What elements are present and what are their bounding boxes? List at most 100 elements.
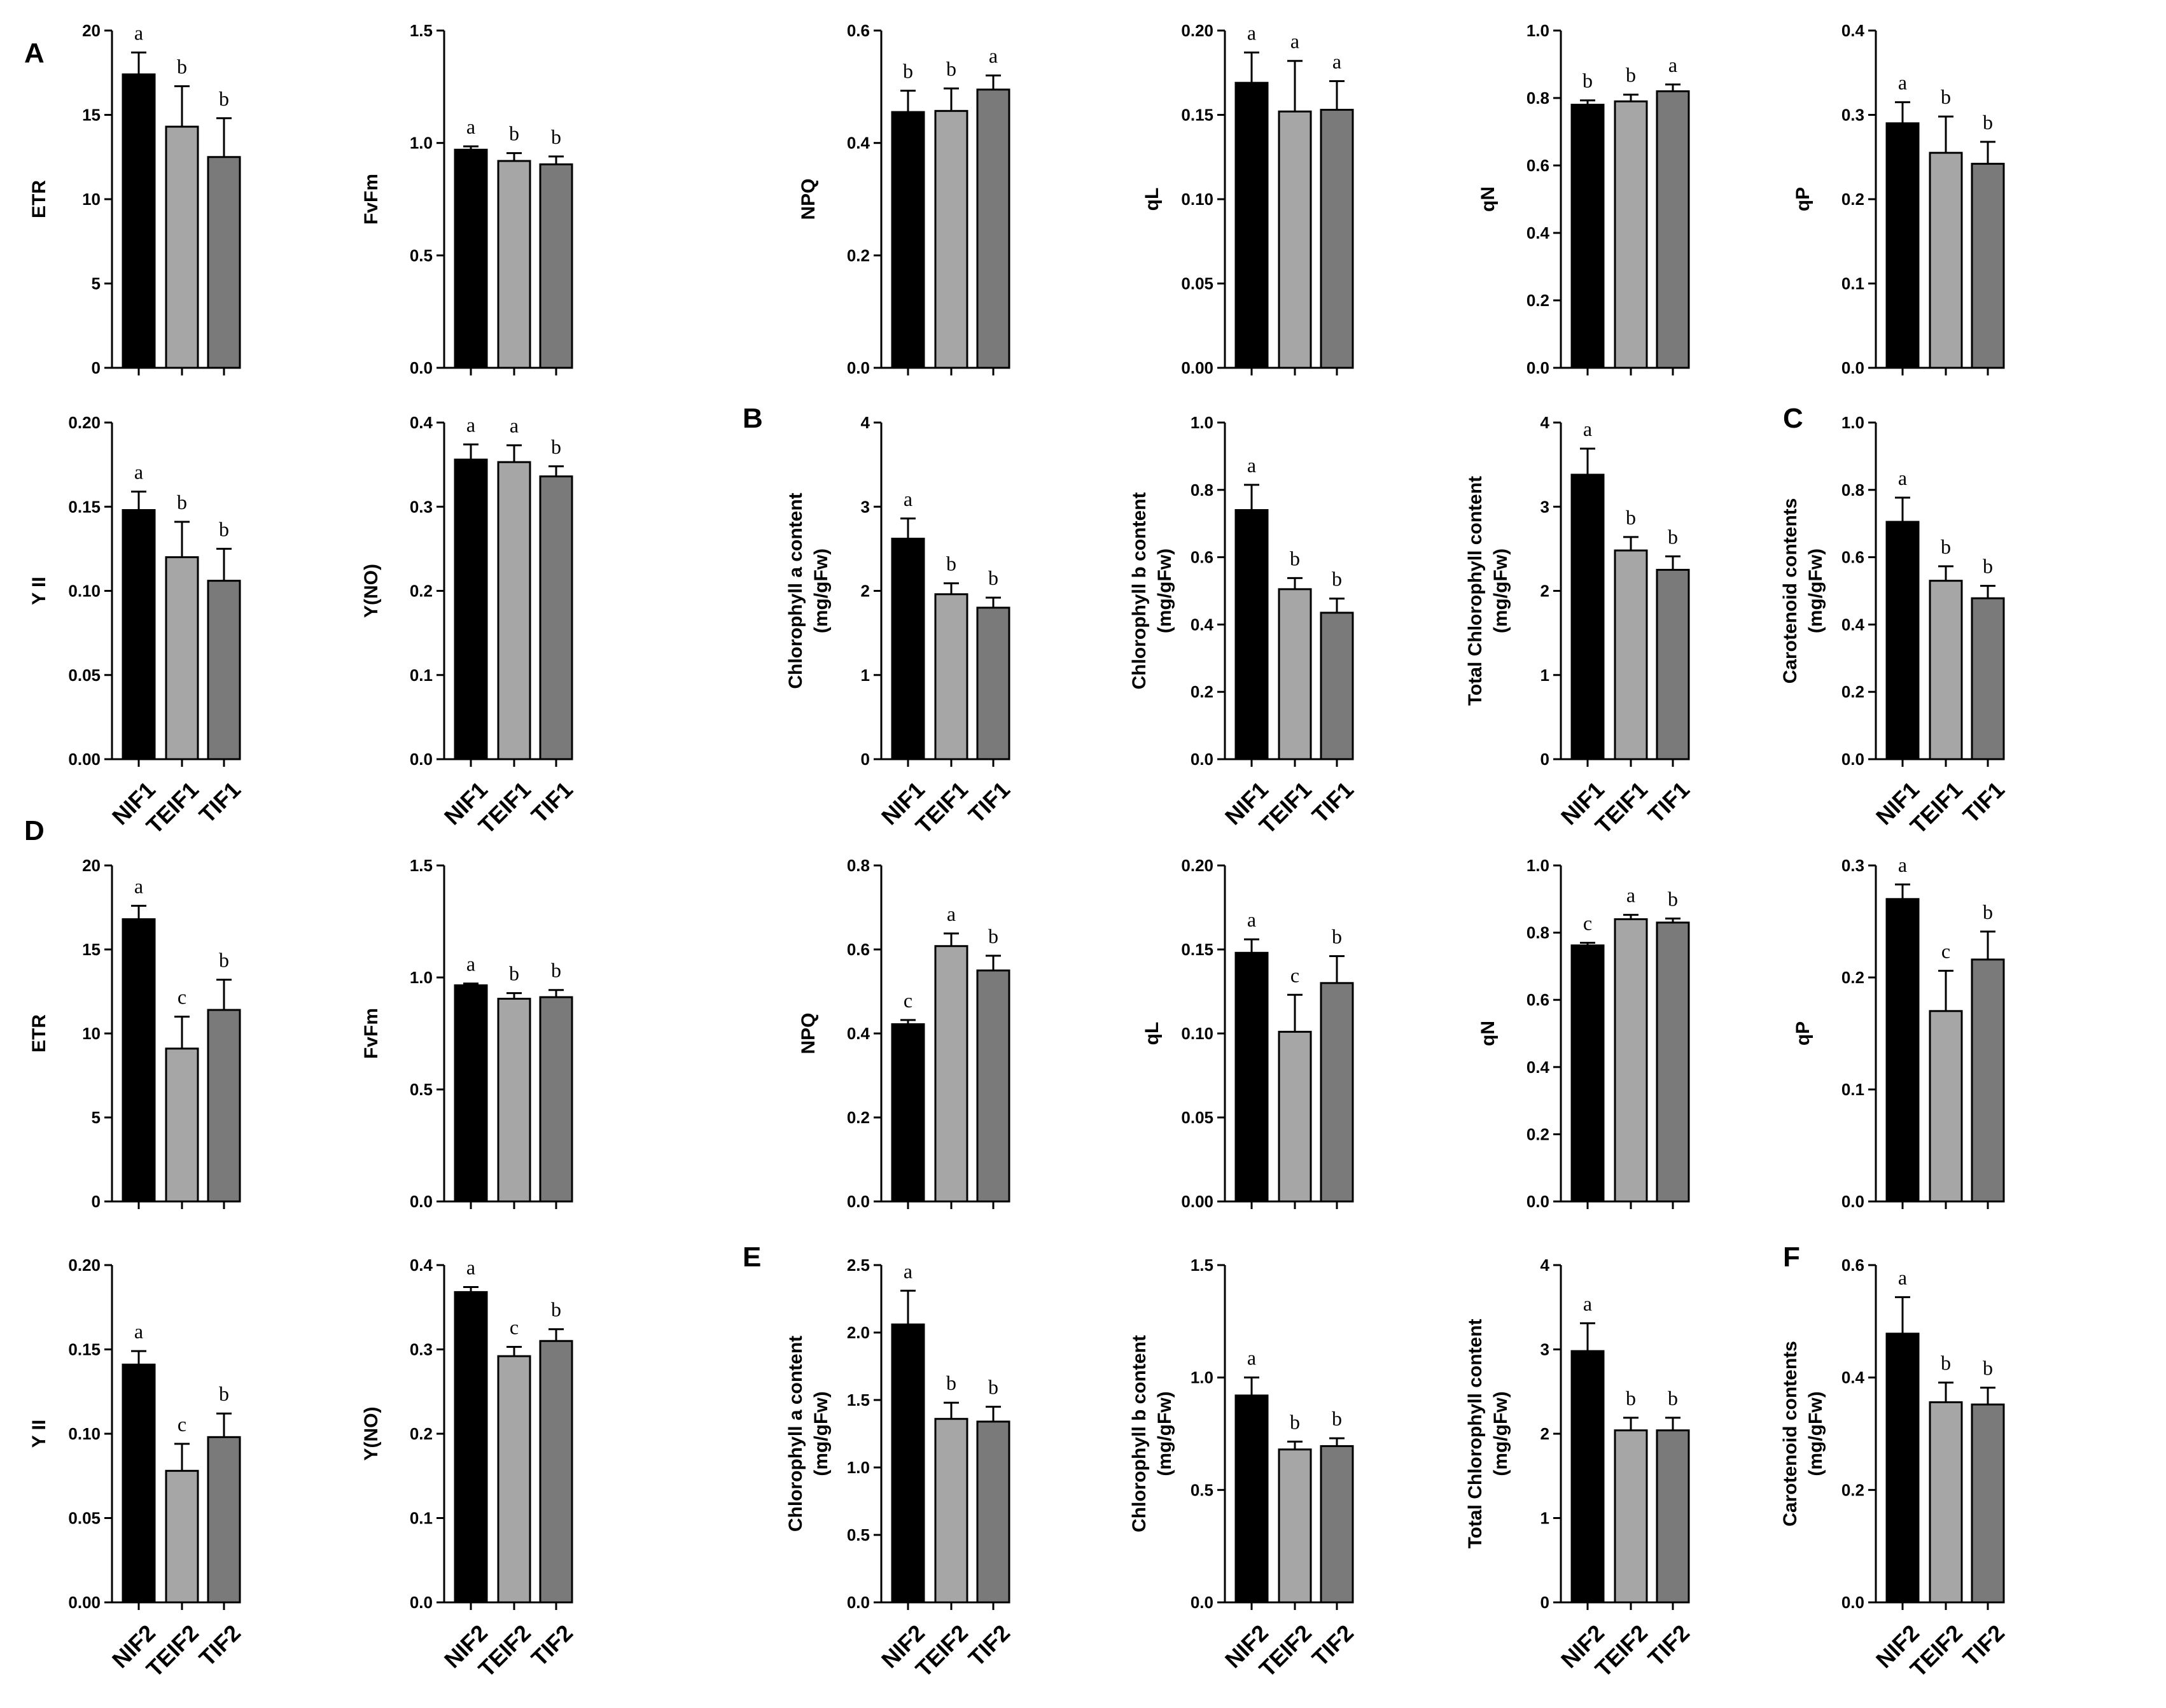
bar xyxy=(891,538,925,760)
y-axis-label: Y II xyxy=(29,1420,50,1448)
y-tick-label: 2 xyxy=(1541,1424,1549,1443)
bar xyxy=(1234,951,1269,1203)
y-tick-label: 0.4 xyxy=(1527,1058,1550,1077)
chart-3: 0.0 0.2 0.4 0.6 NPQ b b a xyxy=(798,21,1010,377)
chart-13: 0 5 10 15 20 ETR a c b xyxy=(29,856,241,1211)
y-tick-label: 0.8 xyxy=(1527,923,1549,942)
significance-letter: a xyxy=(904,1259,912,1282)
bar xyxy=(1614,918,1648,1203)
y-axis-label: (mg/gFw) xyxy=(1805,549,1826,633)
y-axis-label: Chlorophyll a content xyxy=(785,493,806,689)
x-tick-label: TIF1 xyxy=(526,776,578,828)
y-tick-label: 1.5 xyxy=(410,856,433,875)
y-axis-label: Carotenoid contents xyxy=(1780,498,1801,684)
x-tick-label: TIF1 xyxy=(1643,776,1694,828)
significance-letter: b xyxy=(1290,1410,1300,1433)
significance-letter: b xyxy=(551,959,561,982)
y-tick-label: 0.3 xyxy=(1841,106,1864,125)
y-tick-label: 0.0 xyxy=(847,1593,870,1612)
y-axis-label: FvFm xyxy=(361,174,382,225)
bar xyxy=(539,475,573,760)
y-tick-label: 0.2 xyxy=(1841,190,1864,209)
y-tick-label: 0.3 xyxy=(1841,856,1864,875)
significance-letter: a xyxy=(466,1256,475,1278)
y-tick-label: 0 xyxy=(92,1192,101,1211)
bar xyxy=(454,148,488,369)
y-tick-label: 0.5 xyxy=(847,1525,870,1544)
bar xyxy=(207,1009,241,1203)
y-axis-label: NPQ xyxy=(798,1012,819,1054)
y-tick-label: 0.2 xyxy=(1841,968,1864,987)
y-tick-label: 2.0 xyxy=(847,1323,870,1342)
panel-label-b: B xyxy=(743,403,763,434)
bar xyxy=(1656,568,1690,760)
y-tick-label: 0.20 xyxy=(1181,856,1213,875)
y-axis-label: qP xyxy=(1792,1021,1813,1046)
bar xyxy=(497,997,531,1203)
y-axis-label: Chlorophyll b content xyxy=(1129,493,1150,690)
significance-letter: b xyxy=(1668,1387,1678,1410)
y-tick-label: 1.0 xyxy=(1527,856,1549,875)
bar xyxy=(1278,1030,1312,1203)
chart-2: 0.0 0.5 1.0 1.5 FvFm a b b xyxy=(361,21,573,377)
bar xyxy=(1929,151,1963,369)
significance-letter: a xyxy=(134,874,143,897)
significance-letter: a xyxy=(466,413,475,436)
significance-letter: b xyxy=(509,122,519,145)
y-tick-label: 0 xyxy=(1541,750,1549,769)
y-tick-label: 0.1 xyxy=(1841,1080,1864,1099)
y-tick-label: 1.0 xyxy=(1841,413,1864,432)
significance-letter: a xyxy=(989,45,998,67)
bar xyxy=(1656,90,1690,369)
bar xyxy=(122,73,156,369)
bar xyxy=(165,556,199,760)
bar xyxy=(1656,921,1690,1203)
bar xyxy=(207,156,241,369)
y-tick-label: 0.15 xyxy=(68,497,101,516)
bar xyxy=(1929,1401,1963,1604)
significance-letter: a xyxy=(1898,71,1907,94)
y-tick-label: 0.05 xyxy=(68,1509,101,1528)
y-tick-label: 0.2 xyxy=(1841,682,1864,701)
bar xyxy=(1234,1394,1269,1604)
significance-letter: b xyxy=(509,962,519,985)
y-axis-label: (mg/gFw) xyxy=(1490,549,1511,633)
significance-letter: a xyxy=(1247,454,1256,477)
y-tick-label: 0 xyxy=(1541,1593,1549,1612)
significance-letter: a xyxy=(134,460,143,483)
x-tick-label: TIF1 xyxy=(194,776,246,828)
significance-letter: b xyxy=(1290,547,1300,570)
y-tick-label: 0.0 xyxy=(847,358,870,377)
y-axis-label: qN xyxy=(1478,1021,1499,1046)
y-tick-label: 1.5 xyxy=(1191,1256,1213,1275)
chart-17: 0.0 0.2 0.4 0.6 0.8 1.0 qN c a b xyxy=(1478,856,1690,1211)
y-tick-label: 10 xyxy=(82,1024,101,1043)
y-tick-label: 1 xyxy=(1541,1509,1549,1528)
y-tick-label: 4 xyxy=(1541,413,1550,432)
y-tick-label: 0.0 xyxy=(1191,750,1213,769)
y-tick-label: 0.2 xyxy=(1527,291,1549,310)
bar xyxy=(122,918,156,1203)
bar xyxy=(207,1436,241,1604)
y-tick-label: 0.4 xyxy=(1841,21,1865,40)
y-tick-label: 20 xyxy=(82,856,101,875)
y-tick-label: 0.10 xyxy=(1181,1024,1213,1043)
y-axis-label: ETR xyxy=(29,180,50,218)
significance-letter: b xyxy=(219,517,229,540)
y-axis-label: ETR xyxy=(29,1014,50,1053)
bar xyxy=(497,160,531,369)
bar xyxy=(1971,597,2005,760)
bar xyxy=(1278,110,1312,369)
bar xyxy=(1234,81,1269,369)
chart-22: 0.0 0.5 1.0 1.5 Chlorophyll b content (mg/gFw… xyxy=(1129,1256,1359,1682)
y-tick-label: 0.15 xyxy=(1181,940,1213,959)
y-tick-label: 0.0 xyxy=(410,750,433,769)
y-axis-label: (mg/gFw) xyxy=(1154,1391,1175,1476)
significance-letter: b xyxy=(1332,1407,1342,1430)
x-tick-label: TIF2 xyxy=(1643,1620,1694,1671)
x-tick-label: TIF1 xyxy=(963,776,1015,828)
significance-letter: c xyxy=(510,1316,519,1339)
bar xyxy=(207,580,241,760)
